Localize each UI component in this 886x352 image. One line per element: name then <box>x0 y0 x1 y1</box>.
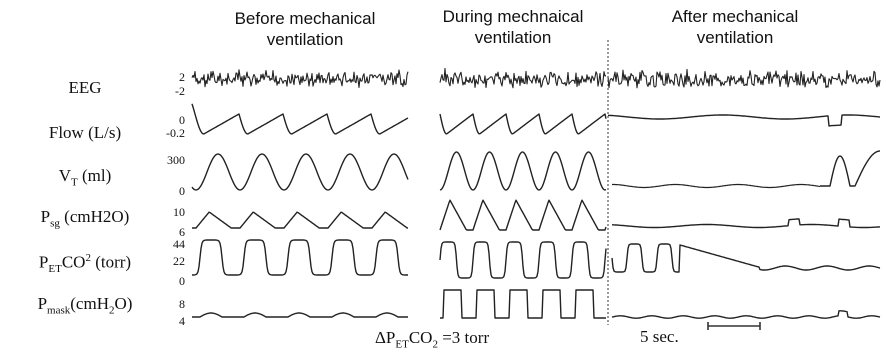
channel-label-flow: Flow (L/s) <box>48 123 122 142</box>
channel-label-eeg: EEG <box>68 78 102 97</box>
channel-label-pmask: Pmask(cmH2O) <box>37 294 133 317</box>
vt-trace-after-rise <box>820 150 881 187</box>
vt-trace-during <box>439 151 607 191</box>
psg-trace-during <box>439 199 607 231</box>
pmask-trace-before <box>192 312 408 318</box>
tick-petco2-bottom: 0 <box>179 274 185 288</box>
phase-title-before: Before mechanical ventilation <box>234 9 376 49</box>
tick-petco2-mid: 22 <box>173 254 185 268</box>
tick-pmask-bottom: 4 <box>179 314 185 328</box>
flow-trace-during <box>439 113 607 135</box>
tick-vt-bottom: 0 <box>179 184 185 198</box>
tick-eeg-top: 2 <box>179 70 185 84</box>
petco2-trace-after <box>611 243 881 273</box>
phase-title-during: During mechnaical ventilation <box>442 7 584 47</box>
psg-trace-before <box>192 211 409 229</box>
channel-label-vt: VT (ml) <box>58 166 112 189</box>
petco2-trace-before <box>192 239 408 276</box>
tick-petco2-top: 44 <box>173 237 185 251</box>
tick-psg-top: 10 <box>173 205 185 219</box>
tick-flow-top: 0 <box>179 113 185 127</box>
flow-trace-before <box>191 103 409 135</box>
eeg-trace-after <box>607 68 881 89</box>
pmask-trace-after <box>611 310 881 319</box>
tick-flow-bottom: -0.2 <box>166 126 185 140</box>
eeg-trace-before <box>191 69 409 88</box>
petco2-trace-during <box>439 241 607 279</box>
psg-trace-after <box>612 218 880 229</box>
tick-eeg-bottom: -2 <box>175 84 185 98</box>
time-scale-label: 5 sec. <box>640 327 679 346</box>
tick-psg-bottom: 6 <box>179 225 185 239</box>
channel-label-petco2: PETCO2 (torr) <box>38 252 132 276</box>
vt-trace-before <box>191 153 409 191</box>
tick-pmask-top: 8 <box>179 297 185 311</box>
pmask-trace-during <box>440 289 606 319</box>
phase-title-after: After mechanical ventilation <box>671 7 799 47</box>
delta-petco2-annotation: ΔPETCO2 =3 torr <box>375 328 490 351</box>
tick-vt-top: 300 <box>167 153 185 167</box>
flow-trace-after <box>607 114 881 127</box>
eeg-trace-during <box>439 67 607 89</box>
channel-label-psg: Psg (cmH2O) <box>40 207 130 230</box>
vt-trace-after-flat <box>612 183 821 189</box>
